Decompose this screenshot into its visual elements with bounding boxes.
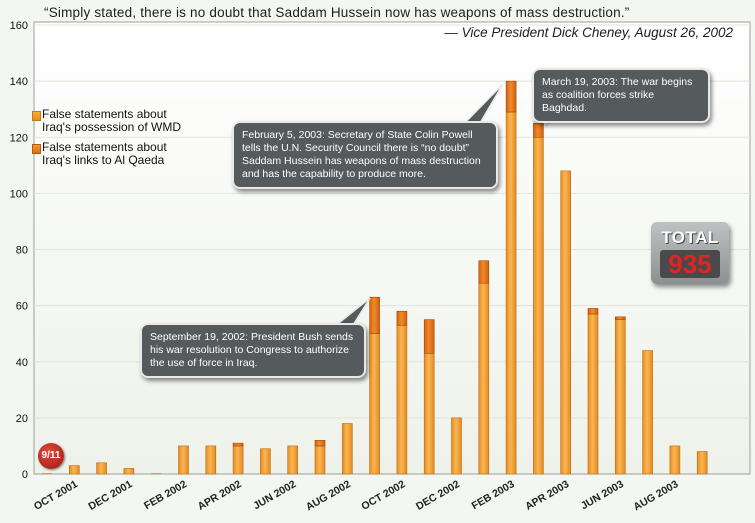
bar-wmd (205, 445, 217, 475)
legend-label-wmd-line1: False statements about (42, 107, 167, 121)
legend-swatch-wmd (32, 111, 41, 121)
bar-alqaeda (232, 442, 244, 447)
x-tick-label: OCT 2001 (32, 478, 80, 513)
y-tick-label: 40 (16, 357, 28, 369)
bar-wmd (151, 473, 162, 474)
bar-wmd (232, 445, 244, 475)
quote-attribution: — Vice President Dick Cheney, August 26,… (444, 25, 733, 40)
bar-wmd (478, 282, 490, 475)
y-tick-label: 20 (16, 413, 28, 425)
x-tick-label: DEC 2002 (414, 478, 462, 513)
total-value: 935 (660, 250, 720, 278)
x-tick-label: AUG 2003 (631, 478, 680, 513)
legend-swatch-alqaeda (32, 144, 41, 154)
bar-alqaeda (533, 122, 544, 138)
bar-wmd (96, 462, 107, 475)
y-tick-label: 100 (10, 188, 28, 200)
bar-wmd (260, 448, 271, 475)
legend-label-alqaeda-line1: False statements about (42, 140, 167, 154)
bar-wmd (369, 333, 380, 475)
bar-wmd (423, 353, 435, 475)
x-tick-label: AUG 2002 (304, 478, 353, 513)
bar-wmd (451, 417, 462, 475)
bar-wmd (123, 468, 135, 475)
callout-bush: September 19, 2002: President Bush sends… (140, 323, 366, 378)
x-tick-label: JUN 2003 (579, 478, 626, 512)
bar-alqaeda (587, 308, 599, 315)
bar-alqaeda (369, 296, 380, 334)
bar-wmd (341, 423, 353, 475)
y-tick-label: 60 (16, 301, 28, 313)
bar-wmd (533, 136, 544, 475)
bar-alqaeda (314, 440, 326, 447)
total-box: TOTAL 935 (651, 222, 729, 284)
y-tick-label: 120 (10, 132, 28, 144)
bar-wmd (587, 313, 599, 475)
x-tick-label: APR 2003 (523, 478, 571, 513)
legend-label-alqaeda-line2: Iraq's links to Al Qaeda (42, 153, 165, 167)
bar-alqaeda (423, 319, 435, 354)
callout-war: March 19, 2003: The war begins as coalit… (532, 68, 710, 123)
y-tick-label: 160 (10, 20, 28, 32)
bar-wmd (396, 324, 408, 475)
bar-wmd (287, 445, 299, 475)
bar-wmd (642, 350, 653, 475)
bar-wmd (42, 473, 52, 474)
x-tick-label: FEB 2003 (470, 478, 517, 512)
bar-wmd (696, 451, 708, 475)
y-tick-label: 0 (22, 469, 28, 481)
total-label: TOTAL (661, 228, 719, 247)
bar-wmd (669, 445, 681, 475)
y-tick-label: 140 (10, 76, 28, 88)
bar-wmd (560, 170, 572, 475)
x-tick-label: DEC 2001 (86, 478, 134, 513)
legend-item-alqaeda: False statements about Iraq's links to A… (32, 140, 167, 167)
bar-alqaeda (614, 316, 626, 320)
bar-alqaeda (478, 260, 490, 284)
callout-powell: February 5, 2003: Secretary of State Col… (232, 121, 498, 189)
bar-alqaeda (396, 310, 408, 326)
bar-wmd (314, 445, 326, 475)
cheney-quote: “Simply stated, there is no doubt that S… (44, 5, 630, 20)
bar-wmd (614, 319, 626, 475)
x-tick-label: FEB 2002 (142, 478, 189, 512)
x-tick-label: JUN 2002 (251, 478, 298, 512)
x-tick-label: APR 2002 (196, 478, 244, 513)
bar-alqaeda (505, 80, 517, 113)
bar-wmd (178, 445, 189, 475)
nine-eleven-marker: 9/11 (38, 443, 64, 469)
x-tick-label: OCT 2002 (359, 478, 407, 513)
y-tick-label: 80 (16, 245, 28, 257)
bar-wmd (69, 465, 80, 475)
legend-label-wmd-line2: Iraq's possession of WMD (42, 120, 182, 134)
legend-item-wmd: False statements about Iraq's possession… (32, 107, 182, 134)
bar-wmd (505, 111, 517, 475)
